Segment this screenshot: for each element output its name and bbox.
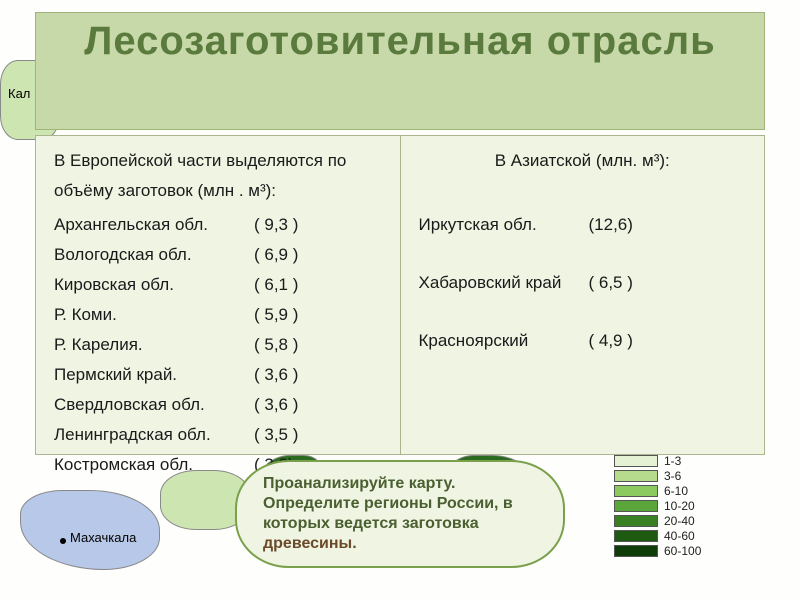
region-name: Пермский край.	[54, 360, 254, 390]
task-line3: древесины.	[263, 535, 357, 552]
region-name: Р. Карелия.	[54, 330, 254, 360]
legend-label: 10-20	[664, 499, 695, 513]
legend-label: 20-40	[664, 514, 695, 528]
legend-label: 40-60	[664, 529, 695, 543]
region-value: ( 6,9 )	[254, 240, 382, 270]
table-row: Красноярский( 4,9 )	[419, 326, 747, 356]
title-band: Лесозаготовительная отрасль	[35, 12, 765, 130]
table-row: Вологодская обл.( 6,9 )	[54, 240, 382, 270]
europe-column: В Европейской части выделяются по объёму…	[36, 136, 401, 454]
region-value: ( 9,3 )	[254, 210, 382, 240]
legend-label: 1-3	[664, 454, 681, 468]
table-row: Р. Коми.( 5,9 )	[54, 300, 382, 330]
region-value: ( 4,9 )	[589, 326, 747, 356]
legend-swatch	[614, 455, 658, 467]
page-title: Лесозаготовительная отрасль	[36, 13, 764, 69]
region-name: Свердловская обл.	[54, 390, 254, 420]
table-row: Архангельская обл.( 9,3 )	[54, 210, 382, 240]
region-value: (12,6)	[589, 210, 747, 240]
region-value: ( 3,5 )	[254, 420, 382, 450]
legend-row: 40-60	[614, 528, 764, 543]
table-row: Кировская обл.( 6,1 )	[54, 270, 382, 300]
region-name: Костромская обл.	[54, 450, 254, 480]
table-row: Иркутская обл.(12,6)	[419, 210, 747, 240]
europe-heading: В Европейской части выделяются по объёму…	[54, 146, 382, 206]
table-row: Р. Карелия.( 5,8 )	[54, 330, 382, 360]
legend-swatch	[614, 500, 658, 512]
region-name: Р. Коми.	[54, 300, 254, 330]
legend: 1-33-66-1010-2020-4040-6060-100	[614, 453, 764, 558]
legend-label: 3-6	[664, 469, 681, 483]
legend-row: 6-10	[614, 483, 764, 498]
table-row: Пермский край.( 3,6 )	[54, 360, 382, 390]
region-name: Вологодская обл.	[54, 240, 254, 270]
city-label: Махачкала	[70, 530, 136, 545]
region-name: Иркутская обл.	[419, 210, 589, 240]
city-label: Кал	[8, 86, 30, 101]
legend-swatch	[614, 515, 658, 527]
region-name: Кировская обл.	[54, 270, 254, 300]
legend-row: 60-100	[614, 543, 764, 558]
legend-row: 1-3	[614, 453, 764, 468]
region-value: ( 5,9 )	[254, 300, 382, 330]
asia-heading: В Азиатской (млн. м³):	[419, 146, 747, 176]
city-dot	[60, 538, 66, 544]
region-name: Хабаровский край	[419, 268, 589, 298]
task-line2: Определите регионы России, в которых вед…	[263, 495, 513, 532]
region-value: ( 5,8 )	[254, 330, 382, 360]
legend-row: 20-40	[614, 513, 764, 528]
region-value: ( 3,6 )	[254, 360, 382, 390]
legend-row: 10-20	[614, 498, 764, 513]
region-value: ( 3,6 )	[254, 390, 382, 420]
legend-swatch	[614, 470, 658, 482]
region-name: Красноярский	[419, 326, 589, 356]
task-line1: Проанализируйте карту.	[263, 475, 455, 492]
task-bubble: Проанализируйте карту. Определите регион…	[235, 460, 565, 568]
legend-swatch	[614, 485, 658, 497]
legend-swatch	[614, 545, 658, 557]
legend-row: 3-6	[614, 468, 764, 483]
table-row: Свердловская обл.( 3,6 )	[54, 390, 382, 420]
table-row: Хабаровский край( 6,5 )	[419, 268, 747, 298]
region-name: Ленинградская обл.	[54, 420, 254, 450]
region-value: ( 6,5 )	[589, 268, 747, 298]
asia-column: В Азиатской (млн. м³): Иркутская обл.(12…	[401, 136, 765, 454]
legend-label: 6-10	[664, 484, 688, 498]
region-value: ( 6,1 )	[254, 270, 382, 300]
legend-swatch	[614, 530, 658, 542]
region-name: Архангельская обл.	[54, 210, 254, 240]
legend-label: 60-100	[664, 544, 701, 558]
data-box: В Европейской части выделяются по объёму…	[35, 135, 765, 455]
table-row: Ленинградская обл.( 3,5 )	[54, 420, 382, 450]
